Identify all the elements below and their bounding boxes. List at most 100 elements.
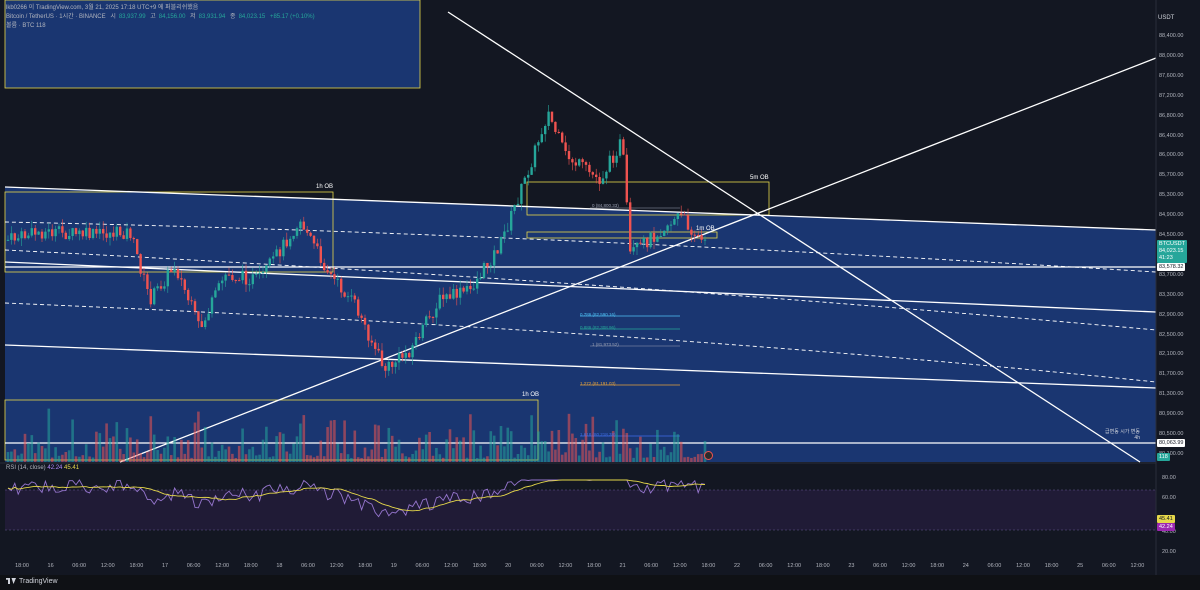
volume-bar xyxy=(343,420,346,462)
volume-bar xyxy=(594,457,598,462)
dashed-line-3 xyxy=(4,302,1157,383)
candle-body xyxy=(530,167,533,175)
candle-body xyxy=(200,321,203,328)
last-price-symbol: BTCUSDT xyxy=(1159,241,1185,247)
candle-body xyxy=(564,142,567,152)
replay-icon[interactable] xyxy=(704,451,713,460)
candle-body xyxy=(554,121,557,132)
volume-bar xyxy=(387,427,391,462)
footer: TradingView xyxy=(0,575,1200,590)
candle-body xyxy=(129,228,132,238)
ohlc-low: 83,931.94 xyxy=(198,14,226,20)
candle-body xyxy=(652,232,656,242)
candle-body xyxy=(91,228,95,239)
volume-bar xyxy=(309,455,312,462)
volume-bar xyxy=(108,438,112,462)
currency-label[interactable]: USDT xyxy=(1158,15,1175,21)
candle-body xyxy=(170,269,173,272)
ohlc-close: 84,023.15 xyxy=(238,14,266,20)
candle-body xyxy=(102,228,105,234)
volume-bar xyxy=(530,415,533,462)
price-axis[interactable]: 88,400.00 88,000.00 87,600.00 87,200.00 86,8… xyxy=(1156,0,1200,575)
time-tick: 18:00 xyxy=(243,563,258,569)
candle-body xyxy=(489,265,492,267)
volume-bar xyxy=(64,451,68,462)
alarm-label[interactable]: 급변동 시가 변동 4h xyxy=(1105,429,1140,441)
price-tick: 86,400.00 xyxy=(1159,132,1184,139)
volume-bar xyxy=(234,457,238,462)
candle-body xyxy=(459,287,462,298)
volume-legend[interactable]: 볼륨 · BTC 118 xyxy=(6,23,46,29)
candle-body xyxy=(360,315,363,318)
candle-body xyxy=(442,294,445,300)
volume-bar xyxy=(428,432,431,462)
candle-body xyxy=(57,226,61,229)
candle-body xyxy=(295,228,299,236)
price-tick: 87,200.00 xyxy=(1159,92,1184,99)
volume-bar xyxy=(499,426,503,462)
price-tick: 84,900.00 xyxy=(1159,212,1184,219)
candle-body xyxy=(44,231,47,239)
volume-bar xyxy=(557,430,561,462)
candle-body xyxy=(255,273,258,275)
candle-body xyxy=(282,239,285,257)
volume-bar xyxy=(373,424,377,462)
time-axis[interactable]: 18:00 16 06:00 12:00 18:00 17 06:00 12:00 18:00 1… xyxy=(0,560,1156,574)
volume-bar xyxy=(639,436,642,462)
candle-body xyxy=(340,278,343,293)
volume-bar xyxy=(139,453,142,462)
volume-bar xyxy=(591,416,595,462)
price-tick: 82,100.00 xyxy=(1159,351,1184,358)
price-tick: 84,500.00 xyxy=(1159,232,1184,239)
candle-body xyxy=(465,285,469,292)
rsi-tick: 80.00 xyxy=(1162,475,1176,481)
time-tick: 06:00 xyxy=(873,563,887,569)
volume-bar xyxy=(200,447,204,462)
time-tick: 12:00 xyxy=(329,563,344,569)
candle-body xyxy=(176,269,180,279)
volume-bar xyxy=(662,446,666,462)
volume-bar xyxy=(81,455,85,462)
candle-body xyxy=(513,205,516,211)
tradingview-logo-icon xyxy=(6,578,16,584)
price-tick: 81,300.00 xyxy=(1159,391,1184,398)
candle-body xyxy=(605,171,608,179)
volume-bar xyxy=(482,457,486,462)
level-tag-83578: 83,578.32 xyxy=(1157,263,1186,271)
candle-body xyxy=(550,111,554,122)
candle-body xyxy=(591,172,594,175)
candle-body xyxy=(54,228,57,237)
symbol-line[interactable]: Bitcoin / TetherUS · 1시간 · BINANCE 시 83,9… xyxy=(6,13,318,22)
candle-body xyxy=(408,352,411,358)
volume-bar xyxy=(326,427,329,462)
volume-bar xyxy=(220,444,224,462)
time-tick: 12:00 xyxy=(444,563,458,569)
fib-label-1272: 1.272 (81,191.03) xyxy=(580,381,616,386)
candle-body xyxy=(612,155,615,163)
volume-bar xyxy=(142,457,146,462)
candle-body xyxy=(445,294,448,300)
volume-bar xyxy=(632,457,635,462)
rsi-legend[interactable]: RSI (14, close) 42.24 45.41 xyxy=(6,465,79,471)
candle-body xyxy=(278,249,282,257)
time-tick: 06:00 xyxy=(301,563,315,569)
time-tick: 06:00 xyxy=(758,563,773,569)
candle-body xyxy=(122,235,125,239)
volume-bar xyxy=(244,454,248,462)
brand[interactable]: TradingView xyxy=(6,578,58,585)
volume-bar xyxy=(203,426,207,462)
time-tick: 12:00 xyxy=(901,563,916,569)
time-tick: 18:00 xyxy=(129,563,144,569)
candle-body xyxy=(78,230,81,235)
candle-body xyxy=(618,139,622,156)
volume-bar xyxy=(122,454,125,462)
volume-bar xyxy=(608,456,612,462)
volume-bar xyxy=(584,423,588,462)
volume-bar xyxy=(251,446,255,462)
candle-body xyxy=(71,228,74,236)
volume-bar xyxy=(210,442,214,462)
volume-bar xyxy=(152,434,156,462)
volume-bar xyxy=(254,455,258,462)
